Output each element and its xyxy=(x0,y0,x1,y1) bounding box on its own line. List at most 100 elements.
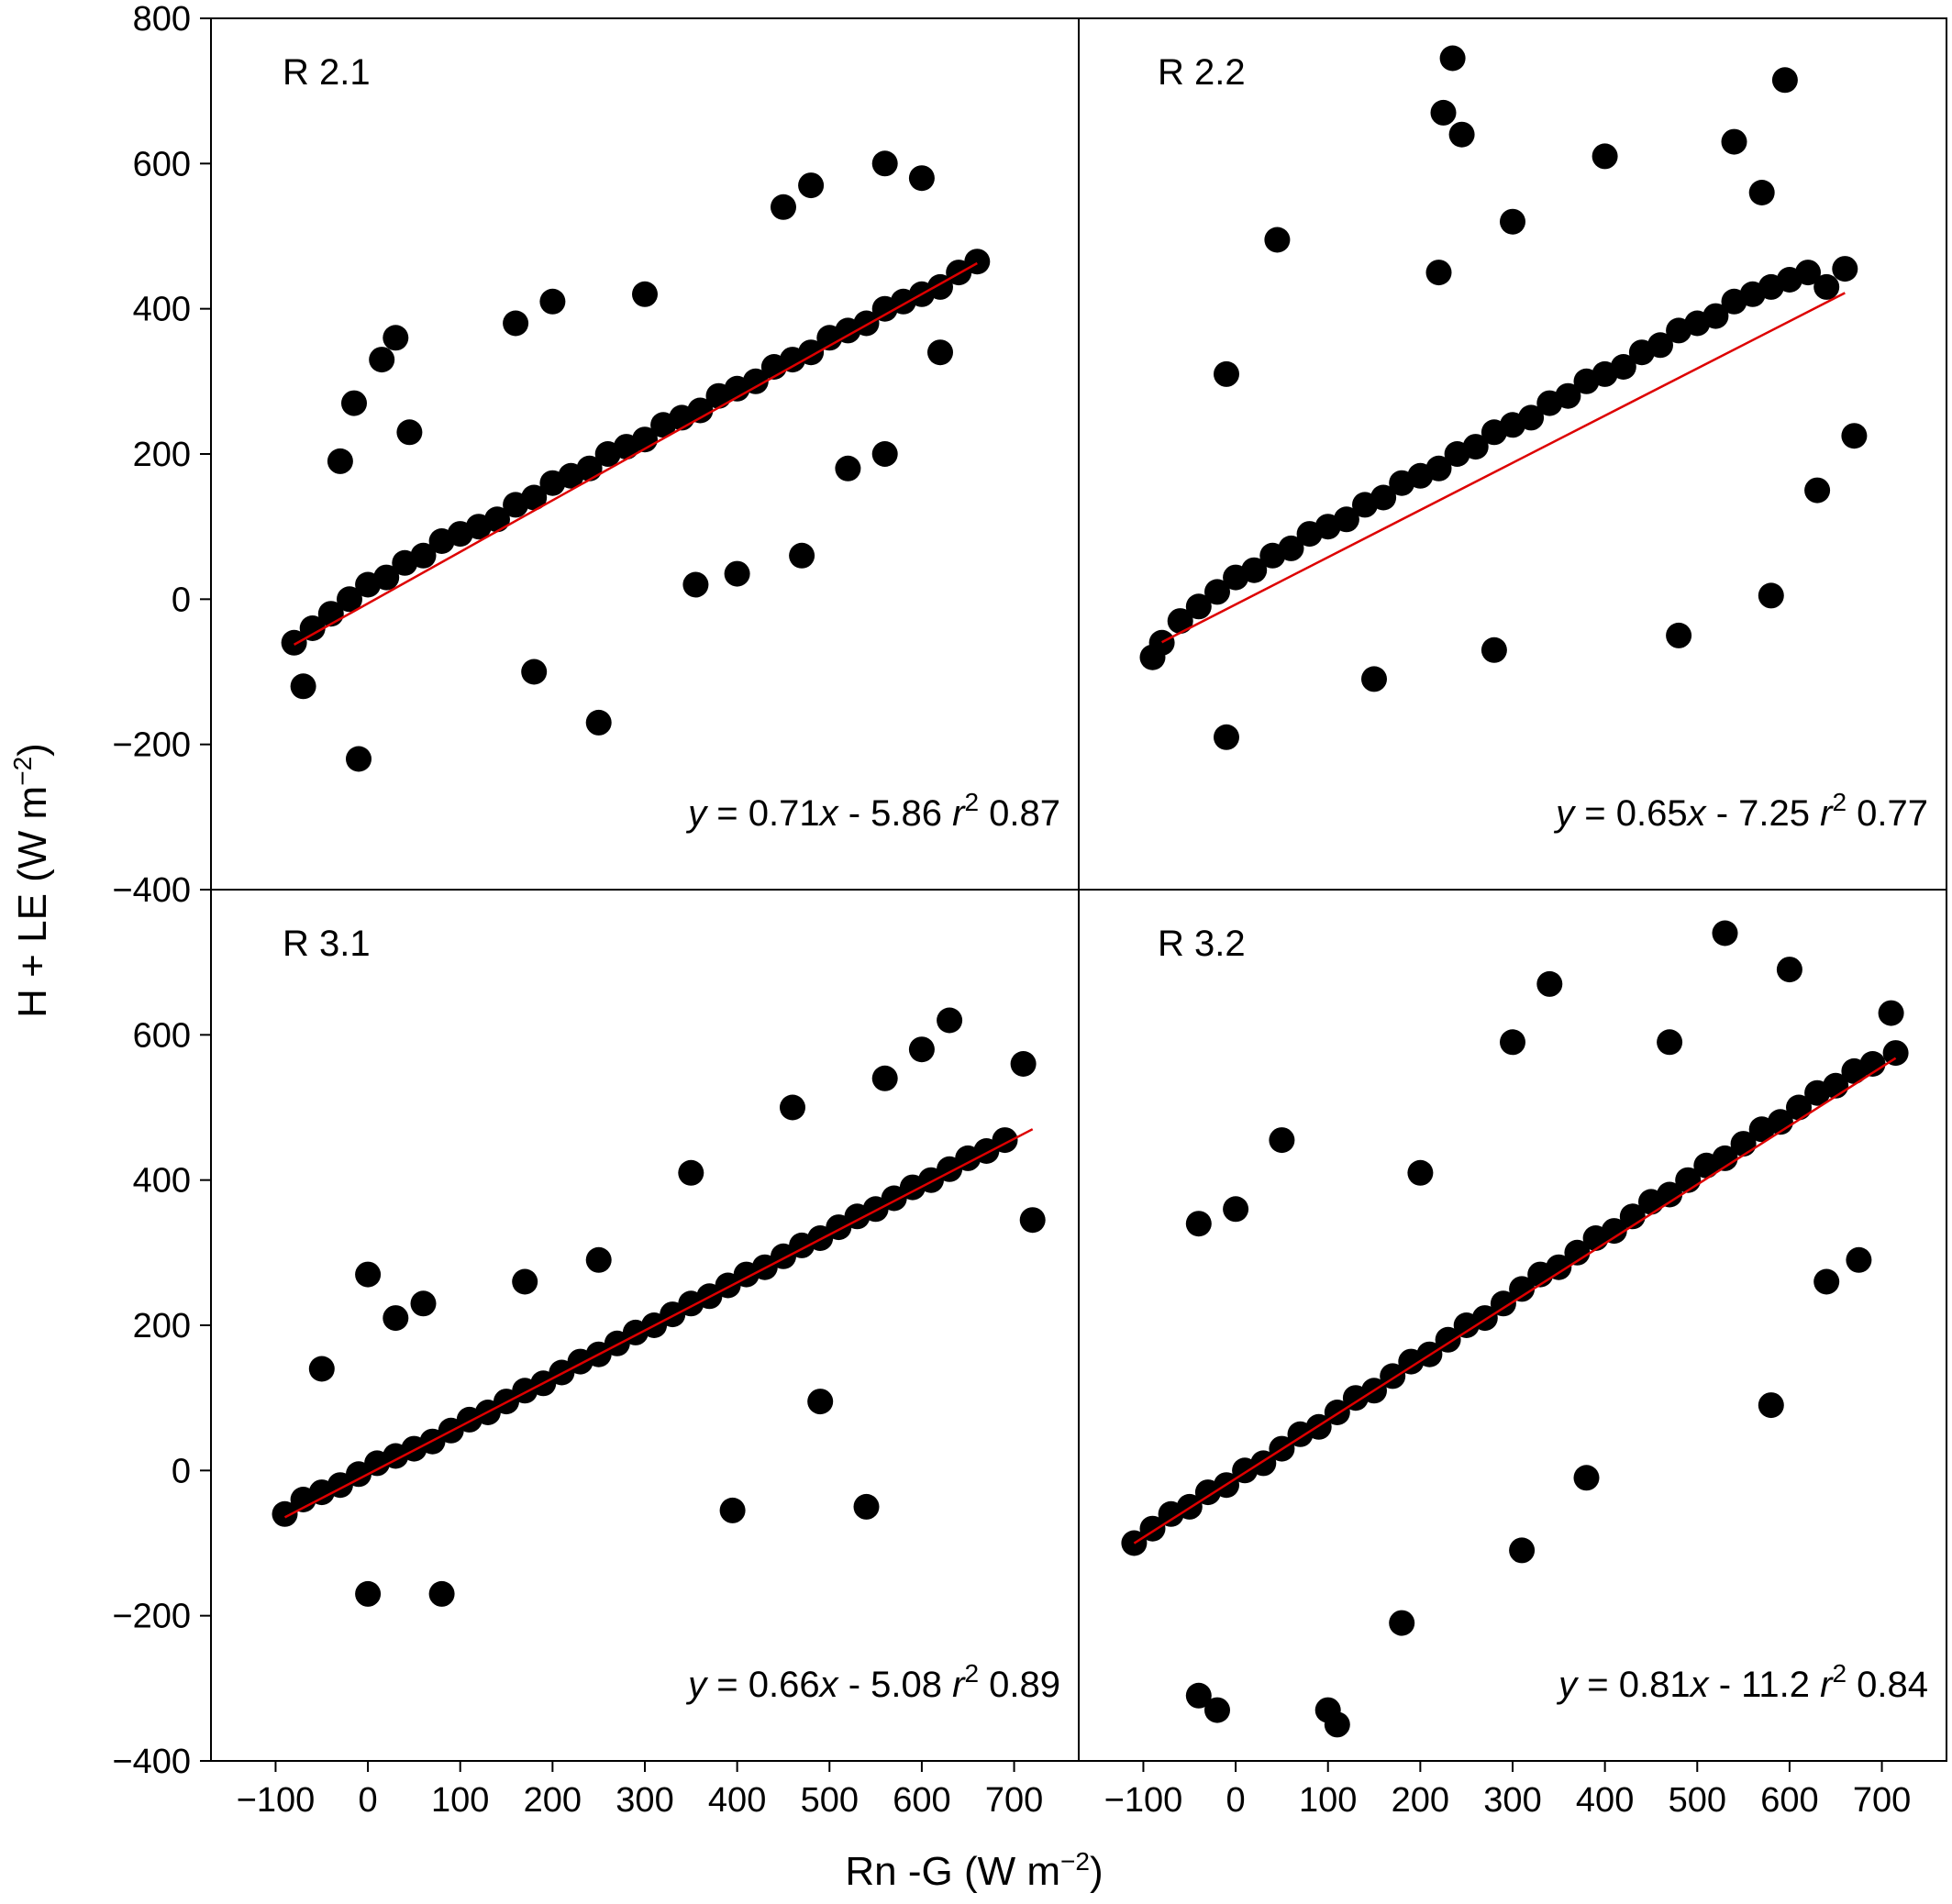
regression-equation: y = 0.81x - 11.2 r2 0.84 xyxy=(1556,1659,1928,1705)
data-point xyxy=(1758,1392,1784,1419)
y-tick-label: 200 xyxy=(133,436,191,474)
x-tick-label: 100 xyxy=(431,1781,489,1820)
data-point xyxy=(1139,644,1166,670)
x-tick-label: 700 xyxy=(1853,1781,1911,1820)
x-tick-label: 700 xyxy=(985,1781,1043,1820)
data-point xyxy=(1241,557,1268,583)
data-point xyxy=(1425,260,1452,286)
scatter-points xyxy=(1121,920,1909,1738)
data-point xyxy=(1786,1094,1812,1121)
data-point xyxy=(396,419,423,446)
data-point xyxy=(724,560,750,587)
data-point xyxy=(1813,1268,1840,1295)
data-point xyxy=(1610,354,1636,380)
regression-line xyxy=(283,1128,1034,1519)
regression-line xyxy=(1161,292,1846,644)
data-point xyxy=(678,1159,704,1186)
x-tick-label: 500 xyxy=(1669,1781,1726,1820)
data-point xyxy=(512,1268,538,1295)
regression-line xyxy=(1133,1057,1897,1544)
data-point xyxy=(1214,360,1239,387)
data-point xyxy=(585,1246,612,1273)
data-point xyxy=(1748,180,1775,205)
data-point xyxy=(1518,404,1545,431)
data-point xyxy=(1657,1181,1683,1208)
data-point xyxy=(1546,1254,1572,1280)
y-tick-label: 200 xyxy=(133,1307,191,1345)
data-point xyxy=(632,281,658,307)
data-point xyxy=(1333,506,1359,533)
data-point xyxy=(1439,45,1466,72)
panel-label: R 3.1 xyxy=(283,924,371,964)
data-point xyxy=(1859,1051,1886,1077)
x-tick-label: 400 xyxy=(1576,1781,1634,1820)
data-point xyxy=(1721,128,1747,155)
data-point xyxy=(742,368,769,394)
x-tick-label: −100 xyxy=(1104,1781,1183,1820)
panel-r-3-1: R 3.1 y = 0.66x - 5.08 r2 0.89 xyxy=(210,889,1080,1762)
y-tick-label: −200 xyxy=(112,1598,191,1636)
data-point xyxy=(1509,1276,1536,1302)
data-point xyxy=(1500,1029,1525,1056)
data-point xyxy=(521,484,548,511)
data-point xyxy=(835,455,861,482)
data-point xyxy=(272,1500,298,1527)
data-point xyxy=(1264,227,1291,253)
panel-r-3-2: R 3.2 y = 0.81x - 11.2 r2 0.84 xyxy=(1078,889,1947,1762)
data-point xyxy=(853,1493,880,1520)
data-point xyxy=(1795,260,1821,286)
data-point xyxy=(428,1580,455,1607)
x-tick-label: 300 xyxy=(1483,1781,1541,1820)
data-point xyxy=(1490,1290,1516,1317)
data-point xyxy=(1712,1145,1738,1171)
data-point xyxy=(1462,434,1489,460)
panel-label: R 3.2 xyxy=(1158,924,1246,964)
data-point xyxy=(1185,593,1212,620)
panel-r-2-1: R 2.1 y = 0.71x - 5.86 r2 0.87 xyxy=(210,17,1080,891)
data-point xyxy=(1846,1246,1872,1273)
data-point xyxy=(1712,920,1738,946)
x-tick-label: 200 xyxy=(524,1781,582,1820)
y-tick-label: −200 xyxy=(112,726,191,765)
scatter-points xyxy=(1139,45,1868,750)
y-axis: 800 −200 0 200 400 600 −400 −200 0 200 400 600 −400 xyxy=(112,0,211,1781)
axes-layer: 800 −200 0 200 400 600 −400 −200 0 200 400 600 −400 −… xyxy=(112,0,1911,1820)
data-point xyxy=(1601,1218,1627,1245)
data-point xyxy=(1771,67,1798,94)
panel-label: R 2.1 xyxy=(283,52,371,93)
data-point xyxy=(964,249,991,275)
data-point xyxy=(1573,1465,1600,1491)
data-point xyxy=(1361,666,1387,692)
data-point xyxy=(780,1094,805,1121)
y-tick-label: 800 xyxy=(133,0,191,39)
data-point xyxy=(383,325,409,351)
data-point xyxy=(1407,1159,1434,1186)
data-point xyxy=(871,441,898,467)
data-point xyxy=(937,1007,963,1034)
x-axis-title: Rn -G (W m−2) xyxy=(845,1847,1103,1894)
data-point xyxy=(1878,1000,1904,1026)
x-tick-label: 600 xyxy=(893,1781,950,1820)
data-point xyxy=(355,1261,382,1288)
scatter-points xyxy=(272,1007,1046,1607)
data-point xyxy=(1882,1040,1909,1067)
data-point xyxy=(341,390,367,416)
y-tick-label: 400 xyxy=(133,291,191,329)
data-point xyxy=(355,1580,382,1607)
data-point xyxy=(410,542,437,569)
panel-r-2-2: R 2.2 y = 0.65x - 7.25 r2 0.77 xyxy=(1078,17,1947,891)
x-tick-label: 500 xyxy=(801,1781,859,1820)
data-point xyxy=(281,629,307,656)
x-tick-label: 600 xyxy=(1760,1781,1818,1820)
data-point xyxy=(1813,273,1840,300)
regression-equation: y = 0.65x - 7.25 r2 0.77 xyxy=(1553,788,1928,834)
data-point xyxy=(789,542,815,569)
data-point xyxy=(927,339,953,366)
y-tick-label: 0 xyxy=(172,581,191,619)
data-point xyxy=(1314,1697,1341,1723)
data-point xyxy=(1370,484,1397,511)
data-point xyxy=(1758,582,1784,609)
data-point xyxy=(1776,957,1802,983)
data-point xyxy=(290,673,316,700)
data-point xyxy=(771,194,796,220)
